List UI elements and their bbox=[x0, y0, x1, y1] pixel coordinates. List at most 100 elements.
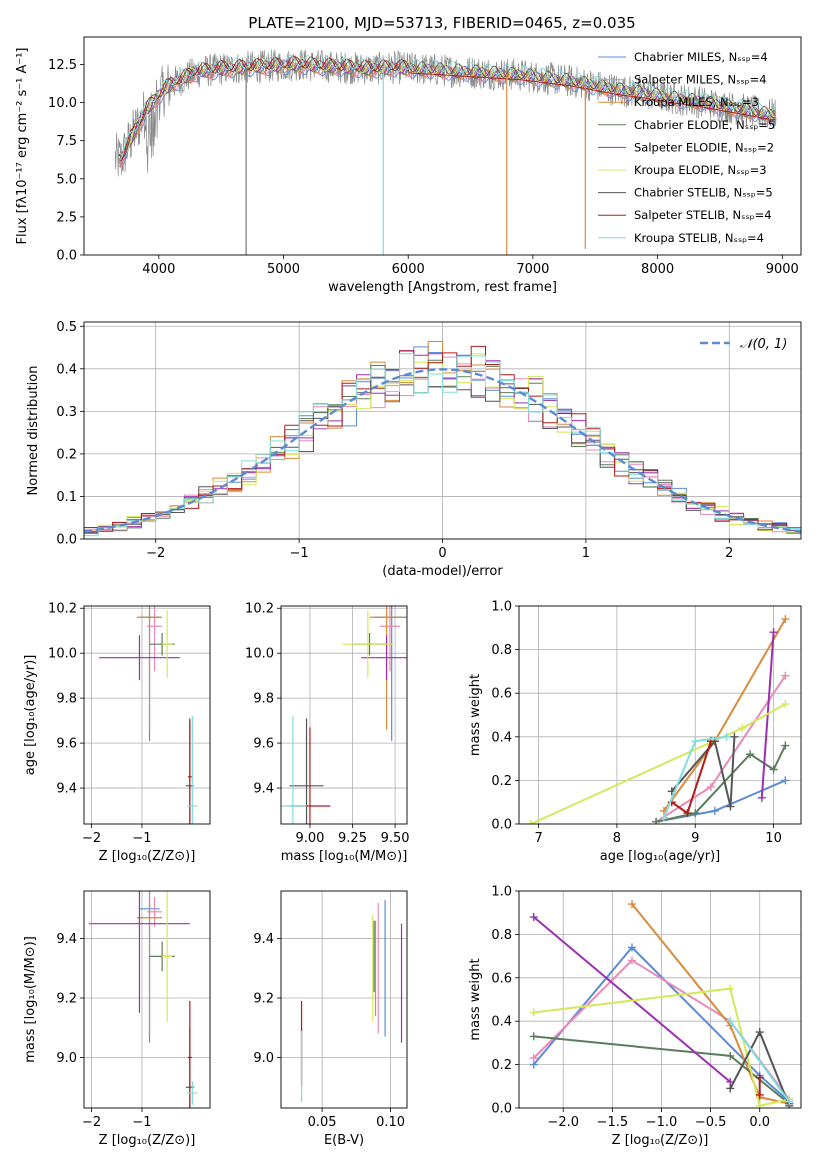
axes-frame bbox=[518, 605, 802, 825]
weight-marker bbox=[526, 820, 535, 824]
legend-label: 𝒩(0, 1) bbox=[740, 337, 787, 352]
y-tick-label: 0.0 bbox=[56, 533, 77, 548]
x-axis-label: mass [log₁₀(M/M⊙)] bbox=[281, 849, 408, 864]
x-tick-label: 5000 bbox=[267, 262, 300, 277]
x-tick-label: −1 bbox=[132, 1115, 151, 1130]
y-tick-label: 0.0 bbox=[491, 818, 512, 833]
y-tick-label: 9.6 bbox=[56, 737, 77, 752]
y-tick-label: 0.2 bbox=[491, 1058, 512, 1073]
x-axis-label: (data-model)/error bbox=[382, 564, 503, 579]
mass-vs-extinction-plot: 0.05 0.10 9.0 9.2 9.4 E(B-V) bbox=[253, 890, 408, 1148]
normal-curve bbox=[84, 368, 801, 533]
x-axis-label: Z [log₁₀(Z/Z⊙)] bbox=[99, 1133, 196, 1148]
axes-frame bbox=[83, 605, 211, 825]
y-tick-label: 1.0 bbox=[491, 600, 512, 615]
legend-label: Chabrier ELODIE, Nₛₛₚ=5 bbox=[634, 118, 775, 132]
y-tick-label: 0.6 bbox=[491, 687, 512, 702]
weight-marker bbox=[726, 802, 735, 811]
y-tick-label: 1.0 bbox=[491, 885, 512, 900]
x-tick-label: 2 bbox=[725, 546, 733, 561]
observed-spectrum bbox=[114, 49, 777, 177]
x-tick-label: 0.0 bbox=[749, 1115, 770, 1130]
y-tick-label: 10.0 bbox=[48, 96, 77, 111]
y-axis-label: Flux [fλ10⁻¹⁷ erg cm⁻² s⁻¹ A⁻¹] bbox=[15, 48, 30, 245]
age-vs-Z-plot-area bbox=[84, 606, 210, 824]
weight-marker bbox=[683, 809, 692, 818]
weight-series-line bbox=[530, 703, 786, 824]
axes-frame bbox=[83, 890, 211, 1109]
legend-label: Kroupa STELIB, Nₛₛₚ=4 bbox=[634, 231, 764, 245]
x-tick-label: −1.0 bbox=[646, 1115, 678, 1130]
residual-histogram bbox=[84, 345, 801, 531]
weight-marker bbox=[659, 813, 668, 822]
weight-marker bbox=[781, 776, 790, 785]
age-vs-metallicity-plot: −2 −1 9.4 9.6 9.8 10.0 10.2 Z [log₁₀(Z/Z⊙)] age … bbox=[23, 602, 211, 864]
y-axis-label: age [log₁₀(age/yr)] bbox=[23, 655, 38, 776]
x-tick-label: −1.5 bbox=[597, 1115, 629, 1130]
y-tick-label: 0.6 bbox=[491, 971, 512, 986]
x-tick-label: 10 bbox=[765, 831, 782, 846]
y-axis-label: mass weight bbox=[468, 674, 483, 756]
legend-label: Salpeter ELODIE, Nₛₛₚ=2 bbox=[634, 140, 774, 154]
model-spectrum-line bbox=[118, 62, 776, 167]
y-tick-label: 0.3 bbox=[56, 405, 77, 420]
weight-marker bbox=[726, 984, 735, 993]
mass-vs-Z-plot-area bbox=[84, 891, 210, 1108]
x-tick-label: 7000 bbox=[516, 262, 549, 277]
model-spectrum-line bbox=[118, 54, 776, 161]
y-tick-label: 0.4 bbox=[56, 362, 77, 377]
weight-series-line bbox=[533, 916, 731, 1083]
weight-series-line bbox=[533, 987, 790, 1107]
x-tick-label: 1 bbox=[582, 546, 590, 561]
weight-marker bbox=[785, 1097, 794, 1106]
x-tick-label: 0.10 bbox=[376, 1115, 405, 1130]
weight-vs-age-plot-area bbox=[519, 606, 801, 824]
x-tick-label: −2 bbox=[82, 1115, 101, 1130]
weight-marker bbox=[710, 806, 719, 815]
legend-label: Kroupa ELODIE, Nₛₛₚ=3 bbox=[634, 163, 767, 177]
spectrum-plot: 4000 5000 6000 7000 8000 9000 0.0 2.5 5.0 7.5 10.0… bbox=[15, 36, 802, 295]
weight-marker bbox=[722, 732, 731, 741]
model-spectrum-line bbox=[118, 62, 776, 169]
axes-frame bbox=[83, 36, 802, 256]
age-vs-mass-plot-area bbox=[281, 606, 407, 824]
weight-marker bbox=[726, 1084, 735, 1093]
axes-frame bbox=[83, 321, 802, 540]
y-tick-label: 0.1 bbox=[56, 490, 77, 505]
y-tick-label: 9.0 bbox=[253, 1051, 274, 1066]
x-axis-label: E(B-V) bbox=[324, 1133, 364, 1148]
y-tick-label: 9.4 bbox=[56, 782, 77, 797]
x-tick-label: 8 bbox=[613, 831, 621, 846]
x-tick-label: 0.05 bbox=[308, 1115, 337, 1130]
legend-label: Chabrier MILES, Nₛₛₚ=4 bbox=[634, 50, 768, 64]
weight-marker bbox=[627, 900, 636, 909]
weight-marker bbox=[529, 913, 538, 922]
weight-marker bbox=[755, 1090, 764, 1099]
weight-marker bbox=[529, 1032, 538, 1041]
y-tick-label: 9.0 bbox=[56, 1051, 77, 1066]
weight-vs-metallicity-plot: −2.0 −1.5 −1.0 −0.5 0.0 0.0 0.2 0.4 0.6 0.8 1.0 Z [… bbox=[468, 885, 802, 1148]
x-axis-label: Z [log₁₀(Z/Z⊙)] bbox=[612, 1133, 709, 1148]
y-tick-label: 9.2 bbox=[253, 992, 274, 1007]
legend-label: Kroupa MILES, Nₛₛₚ=3 bbox=[634, 95, 759, 109]
weight-vs-Z-plot-area bbox=[519, 891, 801, 1108]
weight-marker bbox=[781, 700, 790, 709]
weight-series-line bbox=[729, 1020, 791, 1103]
axes-frame bbox=[518, 890, 802, 1109]
legend-label: Salpeter MILES, Nₛₛₚ=4 bbox=[634, 73, 767, 87]
y-tick-label: 0.4 bbox=[491, 730, 512, 745]
chart-title: PLATE=2100, MJD=53713, FIBERID=0465, z=0… bbox=[248, 14, 635, 32]
y-axis-label: mass [log₁₀(M/M⊙)] bbox=[23, 936, 38, 1063]
y-tick-label: 12.5 bbox=[48, 58, 77, 73]
y-tick-label: 10.0 bbox=[48, 647, 77, 662]
y-tick-label: 7.5 bbox=[56, 134, 77, 149]
x-tick-label: −2 bbox=[82, 831, 101, 846]
y-tick-label: 9.4 bbox=[253, 782, 274, 797]
x-tick-label: 9 bbox=[691, 831, 699, 846]
y-tick-label: 0.0 bbox=[56, 249, 77, 264]
axes-frame bbox=[280, 890, 408, 1109]
y-tick-label: 10.0 bbox=[245, 647, 274, 662]
y-tick-label: 10.2 bbox=[245, 602, 274, 617]
weight-marker bbox=[781, 615, 790, 624]
